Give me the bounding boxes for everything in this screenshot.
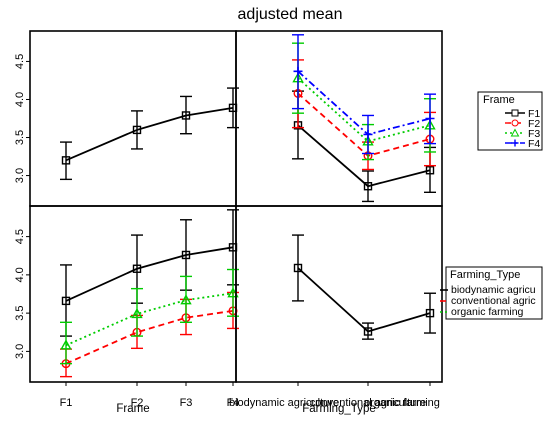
- square-point: [132, 264, 142, 273]
- series-line: [297, 267, 431, 333]
- legend-circle-marker: [511, 119, 519, 127]
- legend-entry-f1: F1: [505, 108, 540, 120]
- x-tick-label: F3: [180, 397, 193, 409]
- legend-box: [477, 91, 543, 151]
- square-point: [181, 250, 191, 260]
- legend-plus-marker: [511, 139, 519, 147]
- triangle-point: [60, 339, 72, 350]
- y-tick-label: 4.5: [14, 229, 26, 244]
- x-tick-label: F1: [60, 397, 73, 409]
- x-tick-label: organic farming: [364, 397, 440, 409]
- legend-entry-1: biodynamic agricu: [440, 284, 536, 296]
- panel-3: 3.0 3.5 4.0 4.5 F1 F2 F3 F4 Frame: [14, 205, 240, 415]
- series-line: [65, 292, 234, 347]
- legend-square-marker: [511, 109, 519, 117]
- farming-type-legend: Farming_Type biodynamic agricuconventiona…: [440, 266, 543, 320]
- square-point: [293, 263, 303, 273]
- series-line: [65, 309, 234, 365]
- y-tick-label: 4.0: [14, 92, 26, 107]
- y-tick-label: 4.0: [14, 267, 26, 282]
- legend-triangle-marker: [510, 128, 520, 137]
- legend-title: Frame: [483, 94, 515, 106]
- legend-entry-2: conventional agric: [440, 295, 536, 307]
- legend-box: [445, 266, 543, 320]
- square-point: [132, 125, 142, 135]
- panel-frame: [235, 30, 443, 207]
- series-3: [60, 268, 239, 365]
- y-tick-label: 3.0: [14, 344, 26, 359]
- legend-entry-f4: F4: [505, 138, 540, 150]
- legend-label: F3: [528, 128, 540, 140]
- triangle-point: [180, 294, 192, 305]
- series-line: [65, 106, 234, 162]
- series-4: [292, 34, 436, 155]
- legend-entry-3: organic farming: [440, 306, 524, 318]
- square-point: [363, 182, 373, 191]
- x-axis-title: Frame: [116, 403, 149, 415]
- panel-1: 3.0 3.5 4.0 4.5: [14, 30, 239, 207]
- y-tick-label: 4.5: [14, 54, 26, 69]
- legend-label: conventional agric: [451, 295, 536, 307]
- triangle-point: [131, 307, 143, 319]
- y-tick-label: 3.0: [14, 168, 26, 183]
- x-axis-title: Farming_Type: [302, 403, 376, 415]
- plus-point: [425, 114, 435, 123]
- panel-2: [235, 30, 443, 207]
- x-tick-label: conventional agriculture: [310, 397, 426, 409]
- series-1: [292, 234, 436, 340]
- legend-label: biodynamic agricu: [451, 284, 536, 296]
- series-line: [65, 246, 234, 302]
- plus-point: [363, 129, 373, 139]
- x-tick-label: biodynamic agriculture: [229, 397, 339, 409]
- square-point: [363, 327, 373, 336]
- plot-panels: 3.0 3.5 4.0 4.5 3.0 3.5 4.0 4.5 F1 F2 F3 F4 Frame bio…: [14, 30, 443, 415]
- square-point: [61, 156, 71, 165]
- x-tick-label: F2: [131, 397, 144, 409]
- square-point: [425, 166, 435, 175]
- legend-label: organic farming: [451, 306, 524, 318]
- y-tick-label: 3.5: [14, 130, 26, 145]
- series-line: [297, 77, 431, 143]
- legend-label: F4: [528, 138, 540, 150]
- y-tick-label: 3.5: [14, 305, 26, 320]
- series-2: [60, 291, 239, 378]
- square-point: [425, 308, 435, 318]
- legend-title: Farming_Type: [450, 269, 520, 281]
- panel-frame: [235, 205, 443, 383]
- chart-title: adjusted mean: [238, 6, 343, 23]
- x-tick-label: F4: [227, 397, 240, 409]
- legend-entry-f3: F3: [505, 128, 540, 140]
- panel-frame: [29, 205, 237, 383]
- series-1: [60, 87, 239, 181]
- legend-label: F1: [528, 108, 540, 120]
- plus-point: [293, 66, 303, 76]
- square-point: [61, 296, 71, 306]
- legend-label: F2: [528, 118, 540, 130]
- legend-entry-f2: F2: [505, 118, 540, 130]
- series-1: [60, 209, 239, 337]
- square-point: [181, 111, 191, 120]
